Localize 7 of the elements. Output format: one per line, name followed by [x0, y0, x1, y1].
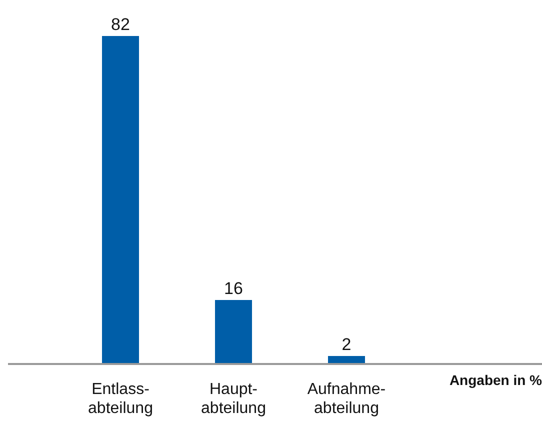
- x-tick-label: Aufnahme- abteilung: [307, 381, 386, 417]
- data-label: 16: [224, 279, 243, 298]
- data-label: 2: [342, 335, 352, 354]
- data-label: 82: [111, 15, 130, 34]
- x-tick-label: Haupt- abteilung: [201, 381, 266, 417]
- x-tick-label: Entlass- abteilung: [88, 381, 153, 417]
- x-axis-title: Angaben in %: [449, 372, 542, 388]
